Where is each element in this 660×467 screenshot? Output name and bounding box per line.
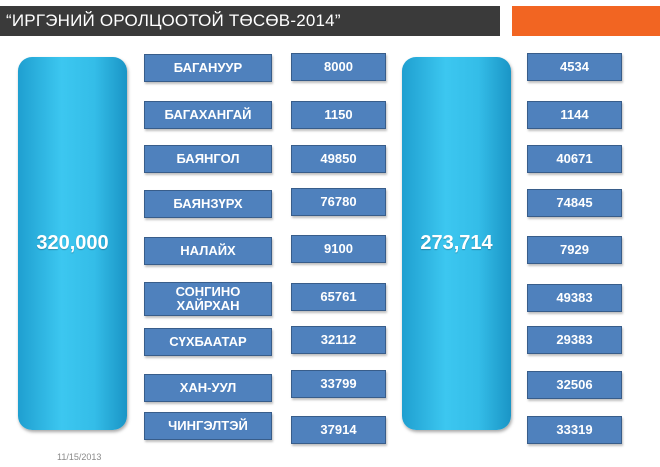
planned-value: 37914 (291, 416, 386, 444)
district-label: СҮХБААТАР (144, 328, 272, 356)
actual-value: 33319 (527, 416, 622, 444)
planned-value: 33799 (291, 370, 386, 398)
actual-value: 1144 (527, 101, 622, 129)
actual-value: 74845 (527, 189, 622, 217)
total-planned-pill: 320,000 (18, 57, 127, 430)
slide-title: “ИРГЭНИЙ ОРОЛЦООТОЙ ТӨСӨВ-2014” (0, 6, 500, 36)
district-label: БАЯНГОЛ (144, 145, 272, 173)
total-actual-pill: 273,714 (402, 57, 511, 430)
accent-bar (512, 6, 660, 36)
planned-value: 1150 (291, 101, 386, 129)
district-label: ХАН-УУЛ (144, 374, 272, 402)
district-label: БАГАХАНГАЙ (144, 101, 272, 129)
district-label: БАЯНЗҮРХ (144, 190, 272, 218)
actual-value: 29383 (527, 326, 622, 354)
district-label: ЧИНГЭЛТЭЙ (144, 412, 272, 440)
planned-value: 49850 (291, 145, 386, 173)
planned-value: 8000 (291, 53, 386, 81)
planned-value: 9100 (291, 235, 386, 263)
district-label: БАГАНУУР (144, 54, 272, 82)
district-label: СОНГИНО ХАЙРХАН (144, 282, 272, 316)
actual-value: 40671 (527, 145, 622, 173)
footer-date: 11/15/2013 (57, 452, 102, 462)
actual-value: 32506 (527, 371, 622, 399)
actual-value: 4534 (527, 53, 622, 81)
actual-value: 49383 (527, 284, 622, 312)
actual-value: 7929 (527, 236, 622, 264)
district-label: НАЛАЙХ (144, 237, 272, 265)
planned-value: 65761 (291, 283, 386, 311)
planned-value: 32112 (291, 326, 386, 354)
planned-value: 76780 (291, 188, 386, 216)
